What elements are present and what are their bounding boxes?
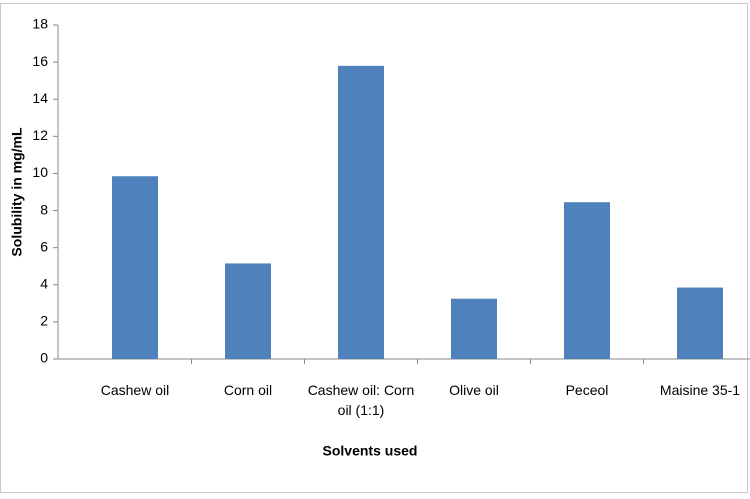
y-tick-label: 8 <box>40 201 48 217</box>
x-tick-label: Maisine 35-1 <box>659 382 741 398</box>
y-tick-label: 0 <box>40 350 48 366</box>
bar <box>677 287 723 359</box>
x-tick-label: Cashew oil: Corn oil (1:1) <box>307 382 415 418</box>
y-tick-label: 16 <box>32 53 48 69</box>
x-axis-title: Solvents used <box>323 443 418 459</box>
y-tick-label: 12 <box>32 127 48 143</box>
x-tick-label: Corn oil <box>223 382 273 398</box>
x-tick-label: Peceol <box>565 382 609 398</box>
x-tick-label: Olive oil <box>449 382 499 398</box>
bar <box>225 263 271 359</box>
bar <box>564 202 610 359</box>
y-tick-label: 10 <box>32 164 48 180</box>
y-tick-label: 18 <box>32 16 48 32</box>
x-tick-label: Cashew oil <box>100 382 170 398</box>
bar <box>451 298 497 359</box>
y-tick-label: 2 <box>40 313 48 329</box>
y-tick-label: 14 <box>32 90 48 106</box>
y-axis-title: Solubility in mg/mL <box>9 127 25 257</box>
bar <box>338 65 384 360</box>
chart-frame <box>0 3 748 493</box>
bar <box>112 176 158 359</box>
y-tick-label: 4 <box>40 275 48 291</box>
y-tick-label: 6 <box>40 238 48 254</box>
